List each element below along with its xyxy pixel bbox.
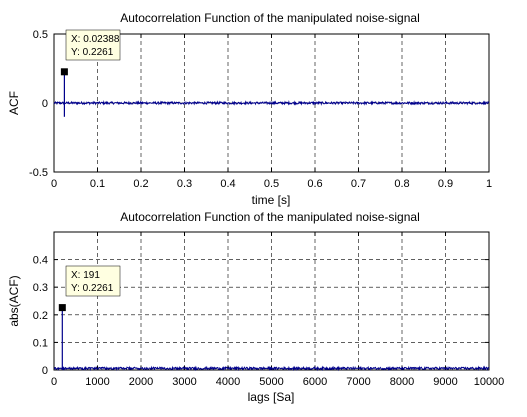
top-xtick-label: 0.5 [264, 178, 279, 190]
bot-ytick-label: 0.1 [33, 337, 48, 349]
bottom-datatip-box[interactable] [65, 265, 121, 297]
top-acf-series [53, 100, 490, 106]
top-datatip-y: Y: 0.2261 [71, 47, 114, 58]
top-xtick-label: 0 [51, 178, 57, 190]
bot-ytick-label: 0.3 [33, 282, 48, 294]
bot-ytick-label: 0 [42, 365, 48, 377]
top-datatip-marker[interactable] [60, 68, 68, 76]
bottom-datatip-x: X: 191 [71, 270, 100, 281]
bot-xtick-label: 7000 [346, 376, 370, 388]
top-xlabel: time [s] [252, 193, 291, 207]
top-datatip-x: X: 0.02388 [71, 34, 120, 45]
bot-xtick-label: 4000 [216, 376, 240, 388]
bot-xtick-label: 8000 [390, 376, 414, 388]
bot-xtick-label: 1000 [85, 376, 109, 388]
bottom-abs-acf-series [53, 365, 490, 372]
top-xtick-label: 0.1 [90, 178, 105, 190]
bot-xtick-label: 3000 [172, 376, 196, 388]
bot-xtick-label: 5000 [259, 376, 283, 388]
bottom-axes-box [53, 231, 490, 371]
top-xtick-label: 0.8 [394, 178, 409, 190]
bottom-datatip[interactable]: X: 191 Y: 0.2261 [65, 265, 121, 297]
bottom-chart-title: Autocorrelation Function of the manipula… [120, 210, 420, 224]
top-ticks: 0 0.1 0.2 0.3 0.4 0.5 0.6 0.7 0.8 0.9 1-0.500.5 [29, 29, 492, 190]
bot-ytick-label: 0.4 [33, 255, 48, 267]
top-xtick-label: 1 [486, 178, 492, 190]
bot-xtick-label: 9000 [433, 376, 457, 388]
top-datatip-box[interactable] [65, 29, 121, 61]
bottom-ylabel: abs(ACF) [7, 275, 21, 326]
top-ytick-label: -0.5 [29, 167, 48, 179]
subplot-top: Autocorrelation Function of the manipula… [7, 11, 492, 207]
top-xtick-label: 0.3 [177, 178, 192, 190]
top-xtick-label: 0.9 [438, 178, 453, 190]
top-ytick-label: 0 [42, 98, 48, 110]
top-datatip[interactable]: X: 0.02388 Y: 0.2261 [65, 29, 121, 61]
bottom-xlabel: lags [Sa] [248, 390, 295, 404]
subplot-bottom: Autocorrelation Function of the manipula… [7, 210, 504, 404]
bottom-datatip-marker[interactable] [58, 304, 66, 312]
top-xtick-label: 0.4 [220, 178, 235, 190]
bot-xtick-label: 10000 [474, 376, 505, 388]
top-xtick-label: 0.2 [133, 178, 148, 190]
top-ylabel: ACF [7, 91, 21, 115]
bot-xtick-label: 2000 [129, 376, 153, 388]
top-xtick-label: 0.7 [351, 178, 366, 190]
bot-xtick-label: 6000 [303, 376, 327, 388]
bot-xtick-label: 0 [51, 376, 57, 388]
top-ytick-label: 0.5 [33, 29, 48, 41]
bot-ytick-label: 0.2 [33, 310, 48, 322]
top-chart-title: Autocorrelation Function of the manipula… [120, 11, 420, 25]
bottom-ticks: 0 1000 2000 3000 4000 5000 6000 7000 8000 9000 100… [33, 232, 505, 388]
top-xtick-label: 0.6 [307, 178, 322, 190]
bottom-grid [54, 232, 489, 370]
bottom-datatip-y: Y: 0.2261 [71, 283, 114, 294]
